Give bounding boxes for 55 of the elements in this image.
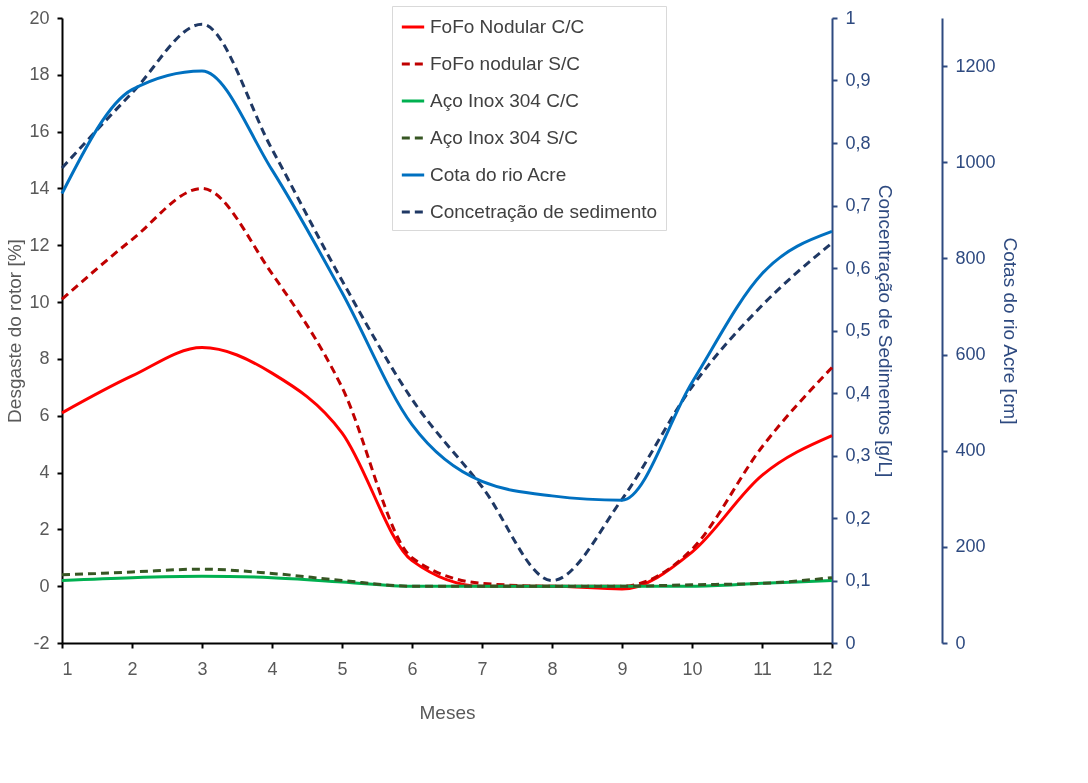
- legend-label: Aço Inox 304 C/C: [430, 90, 579, 111]
- x-tick-label: 10: [682, 658, 703, 679]
- y2-axis-title: Concentração de Sedimentos [g/L]: [874, 184, 896, 478]
- x-tick-label: 1: [62, 658, 73, 679]
- x-tick-label: 12: [812, 658, 833, 679]
- line-series: [60, 69, 834, 502]
- x-tick-label: 9: [617, 658, 628, 679]
- y3-tick-label: 800: [955, 247, 986, 268]
- y3-tick-label: 1000: [955, 151, 996, 172]
- x-tick-label: 5: [337, 658, 348, 679]
- y3-tick-label: 0: [955, 632, 966, 653]
- y2-tick-label: 0,2: [845, 507, 871, 528]
- x-tick-label: 2: [127, 658, 138, 679]
- legend-label: Concetração de sedimento: [430, 201, 658, 222]
- y-axis-title: Desgaste do rotor [%]: [4, 239, 26, 423]
- y-tick-label: -2: [33, 632, 50, 653]
- y-tick-label: 10: [29, 291, 50, 312]
- y-tick-label: 6: [39, 405, 50, 426]
- y2-tick-label: 0,1: [845, 570, 871, 590]
- y2-tick-label: 0,3: [845, 445, 871, 465]
- x-tick-label: 3: [197, 658, 208, 679]
- y2-tick-label: 0: [845, 632, 856, 653]
- y3-tick-label: 400: [955, 440, 986, 461]
- y2-tick-label: 0,7: [845, 195, 871, 215]
- y-tick-label: 4: [39, 462, 50, 483]
- line-series: [60, 186, 834, 588]
- x-axis-title: Meses: [419, 701, 476, 723]
- y2-tick-label: 0,4: [845, 382, 871, 403]
- y-tick-label: 2: [39, 518, 50, 539]
- legend-label: FoFo nodular S/C: [430, 53, 580, 74]
- legend-label: Aço Inox 304 S/C: [430, 127, 578, 148]
- y2-tick-label: 0,8: [845, 132, 871, 153]
- legend-label: Cota do rio Acre: [430, 164, 567, 185]
- y-tick-label: 8: [39, 348, 50, 369]
- y-tick-label: 16: [29, 121, 50, 142]
- line-series: [60, 567, 834, 588]
- x-tick-label: 7: [477, 658, 488, 679]
- y-tick-label: 0: [39, 575, 50, 596]
- y-tick-label: 12: [29, 234, 50, 255]
- y2-tick-label: 0,9: [845, 70, 871, 90]
- y3-tick-label: 200: [955, 536, 986, 557]
- y3-axis-title: Cotas do rio Acre [cm]: [999, 237, 1021, 425]
- x-tick-label: 4: [267, 658, 278, 679]
- y-tick-label: 18: [29, 64, 50, 85]
- x-tick-label: 11: [753, 658, 772, 679]
- y2-tick-label: 0,6: [845, 257, 871, 278]
- x-tick-label: 6: [407, 658, 418, 679]
- y3-tick-label: 600: [955, 344, 986, 365]
- y2-tick-label: 0,5: [845, 320, 871, 340]
- y-tick-label: 20: [29, 7, 50, 28]
- legend-label: FoFo Nodular C/C: [430, 16, 585, 37]
- y-tick-label: 14: [29, 177, 50, 198]
- y2-tick-label: 1: [845, 7, 856, 28]
- y3-tick-label: 1200: [955, 55, 996, 76]
- x-tick-label: 8: [547, 658, 558, 679]
